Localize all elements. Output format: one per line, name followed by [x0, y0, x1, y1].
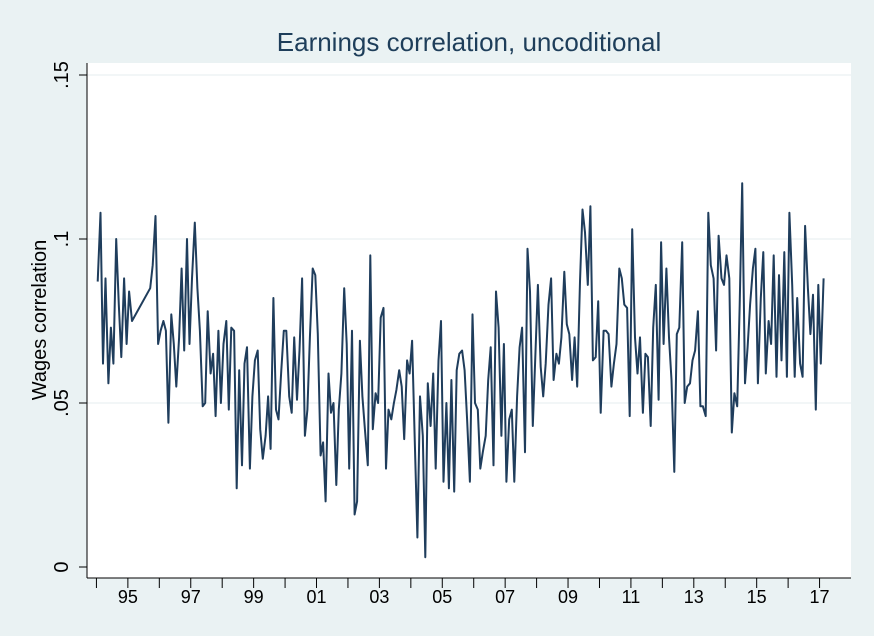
x-tick-label: 17: [810, 587, 830, 607]
x-tick-label: 03: [369, 587, 389, 607]
x-tick-label: 01: [306, 587, 326, 607]
y-axis-ticks: 0 .05 .1 .15: [51, 61, 87, 573]
x-tick-label: 15: [747, 587, 767, 607]
x-axis-ticks: 95 97 99 01 03 05 07 09 11 13 15 17: [95, 578, 830, 607]
x-tick-label: 07: [495, 587, 515, 607]
x-tick-label: 13: [684, 587, 704, 607]
x-tick-label: 05: [432, 587, 452, 607]
x-tick-label: 95: [118, 587, 138, 607]
plot-area: [87, 63, 851, 578]
x-tick-label: 09: [558, 587, 578, 607]
y-tick-label: .15: [51, 61, 73, 89]
x-tick-label: 99: [244, 587, 264, 607]
x-tick-label: 11: [622, 587, 641, 607]
y-tick-label: 0: [51, 561, 73, 572]
x-tick-label: 97: [181, 587, 201, 607]
series-line: [96, 182, 825, 559]
y-axis-label: Wages correlation: [29, 240, 51, 400]
y-tick-label: .05: [51, 389, 73, 417]
chart-title: Earnings correlation, uncoditional: [277, 27, 661, 57]
y-tick-label: .1: [51, 231, 73, 248]
